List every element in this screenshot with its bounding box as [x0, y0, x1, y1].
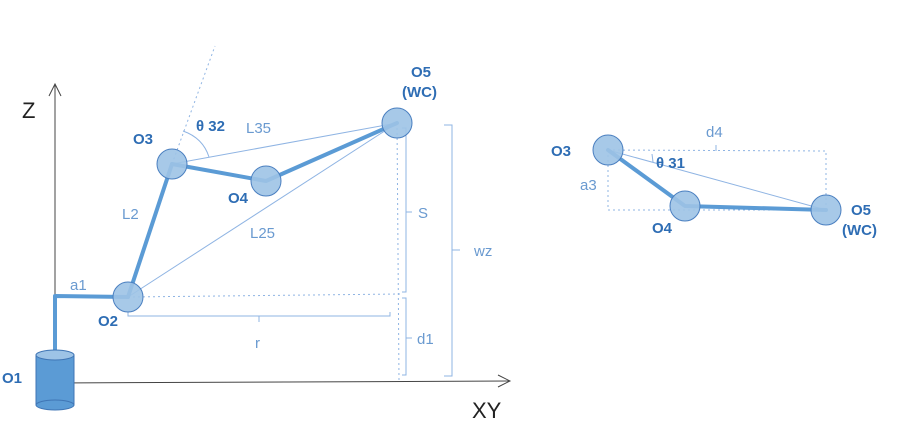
joint-o5 — [381, 107, 413, 139]
l35-line — [171, 122, 398, 165]
right-joints — [592, 134, 842, 226]
label-o4: O4 — [228, 190, 249, 207]
theta31-arc — [651, 153, 654, 163]
base-cylinder-bottom — [35, 399, 75, 411]
l2-link — [126, 162, 174, 299]
base-cylinder-body — [35, 354, 75, 406]
label-o2: O2 — [98, 313, 118, 330]
right-label-a3: a3 — [580, 177, 597, 194]
label-l35: L35 — [246, 120, 271, 137]
right-joint-o4 — [669, 190, 701, 222]
right-label-o4: O4 — [652, 220, 673, 237]
label-o3: O3 — [133, 131, 153, 148]
label-a1: a1 — [70, 277, 87, 294]
joint-o3 — [156, 148, 188, 180]
left-labels: O1 O2 O3 O4 O5 (WC) a1 L2 L25 L35 θ 32 r… — [2, 64, 492, 387]
label-l2: L2 — [122, 206, 139, 223]
xy-axis-arrowhead — [497, 374, 512, 388]
xy-axis-label: XY — [472, 398, 502, 423]
o3-o5-line — [607, 149, 827, 211]
l25-line — [127, 122, 398, 298]
label-s: S — [418, 205, 428, 222]
base-cylinder-top — [35, 349, 75, 361]
left-joints — [112, 107, 413, 313]
label-o1: O1 — [2, 370, 22, 387]
a1-link — [53, 294, 130, 354]
label-l25: L25 — [250, 225, 275, 242]
label-wc: (WC) — [402, 84, 437, 101]
wz-bracket — [444, 124, 460, 377]
l2-extension-dotted-line — [171, 45, 216, 165]
label-theta32: θ 32 — [196, 118, 225, 135]
label-d1: d1 — [417, 331, 434, 348]
label-wz: wz — [473, 243, 492, 260]
d1-bracket — [402, 297, 412, 376]
s-bracket — [402, 127, 412, 293]
theta32-arc — [182, 130, 210, 158]
wc-vertical-dotted-line — [396, 122, 400, 382]
r-bracket — [127, 312, 391, 322]
right-labels: O3 O4 O5 (WC) d4 a3 θ 31 — [551, 124, 877, 239]
z-axis-arrowhead — [48, 82, 62, 97]
right-helper-lines — [607, 145, 827, 211]
right-label-wc: (WC) — [842, 222, 877, 239]
joint-o4 — [250, 165, 282, 197]
right-label-theta31: θ 31 — [656, 155, 685, 172]
right-label-o5: O5 — [851, 202, 871, 219]
left-helper-lines — [127, 45, 401, 382]
o2-baseline-dotted-line — [127, 293, 401, 298]
a3-dotted-line — [607, 150, 826, 211]
axes: Z XY — [22, 82, 512, 423]
xy-axis — [54, 380, 511, 384]
right-label-d4: d4 — [706, 124, 723, 141]
label-o5: O5 — [411, 64, 431, 81]
right-joint-o5 — [810, 194, 842, 226]
joint-o2 — [112, 281, 144, 313]
right-label-o3: O3 — [551, 143, 571, 160]
right-joint-o3 — [592, 134, 624, 166]
z-axis-label: Z — [22, 98, 35, 123]
base-cylinder — [35, 349, 75, 411]
label-r: r — [255, 335, 260, 352]
